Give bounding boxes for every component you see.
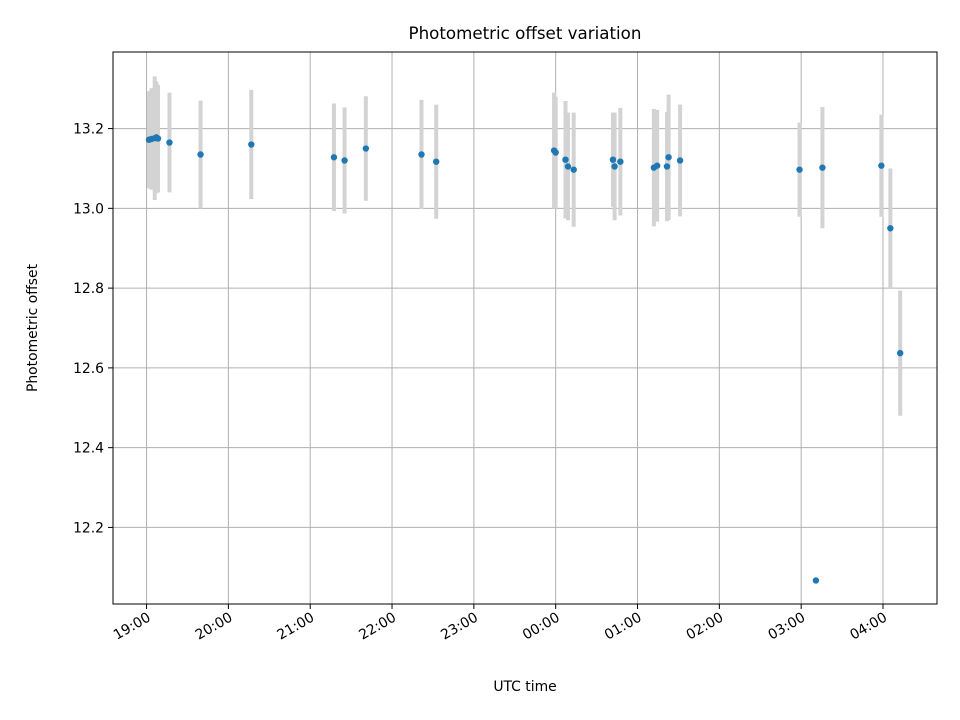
data-point <box>617 158 624 165</box>
y-tick-label: 12.2 <box>73 520 104 536</box>
data-point <box>166 139 173 146</box>
data-point <box>663 163 671 170</box>
data-point <box>611 163 618 170</box>
data-point <box>570 166 577 173</box>
data-point <box>433 158 440 165</box>
data-point <box>812 577 820 584</box>
data-point <box>896 349 904 357</box>
data-point <box>562 156 569 163</box>
data-point <box>653 162 661 169</box>
data-point <box>341 157 348 164</box>
data-point <box>796 166 803 173</box>
data-point <box>197 151 204 158</box>
data-point <box>154 135 162 142</box>
data-point <box>887 225 894 232</box>
data-point <box>676 157 684 164</box>
data-point <box>330 154 338 161</box>
x-axis-label: UTC time <box>493 679 556 695</box>
plot-frame <box>112 51 938 605</box>
data-point <box>362 145 370 152</box>
data-point <box>665 154 672 161</box>
chart-title: Photometric offset variation <box>409 23 642 43</box>
data-point <box>564 163 572 170</box>
data-point <box>248 141 255 148</box>
y-tick-label: 12.4 <box>73 441 104 457</box>
data-point <box>418 151 425 158</box>
data-point <box>878 162 885 169</box>
data-point <box>609 156 617 163</box>
y-axis: 12.2 12.4 12.6 12.8 13.0 13.2 <box>73 122 113 536</box>
y-tick-label: 13.0 <box>73 201 104 217</box>
data-point <box>552 149 559 156</box>
y-axis-label: Photometric offset <box>25 263 41 392</box>
y-tick-label: 12.8 <box>73 281 104 297</box>
data-points <box>145 134 904 584</box>
y-tick-label: 12.6 <box>73 361 104 377</box>
data-point <box>819 164 826 171</box>
y-tick-label: 13.2 <box>73 122 104 138</box>
